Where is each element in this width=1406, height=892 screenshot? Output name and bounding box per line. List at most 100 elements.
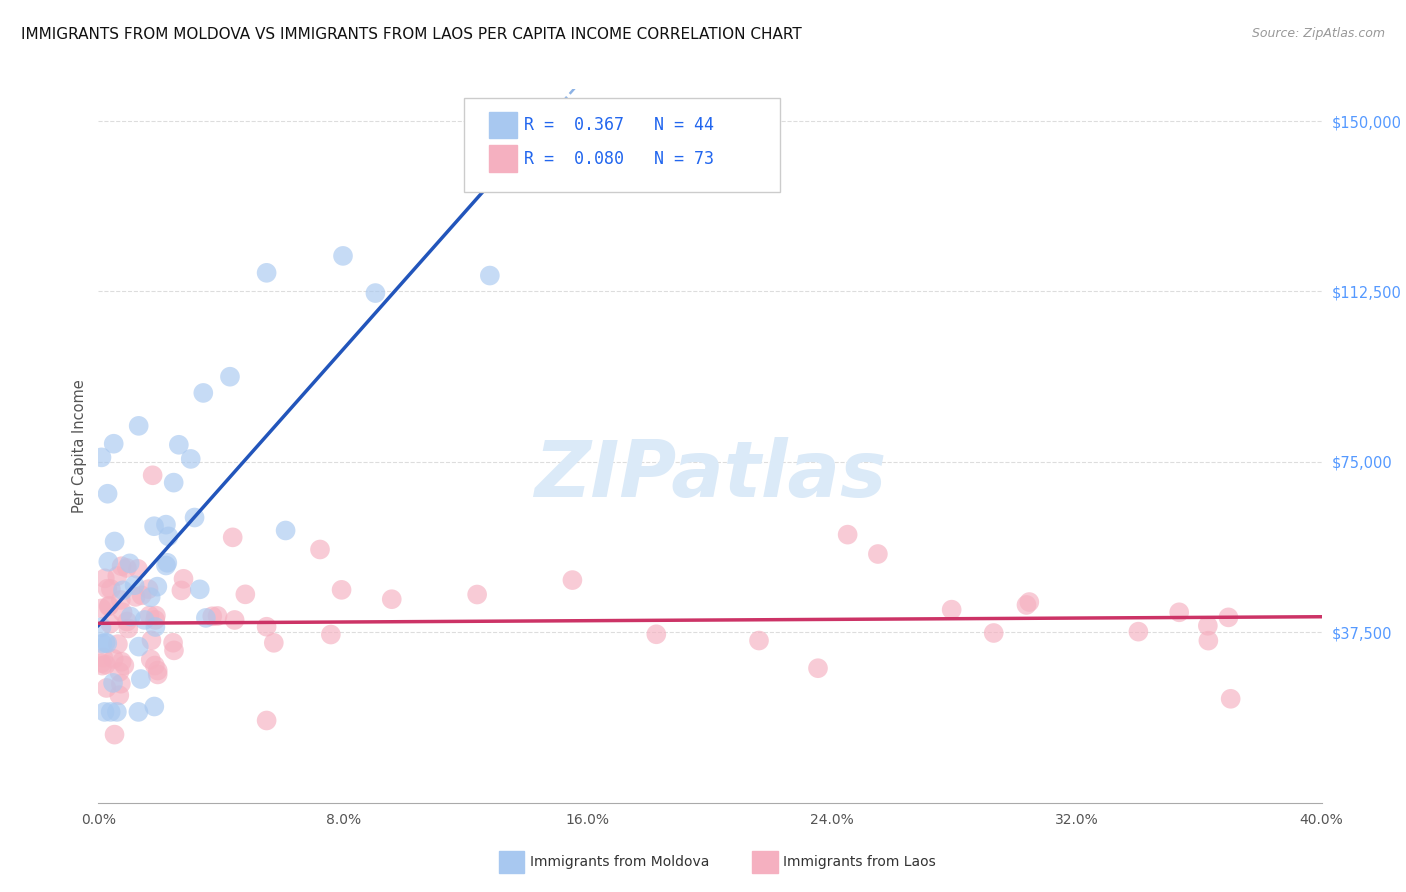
Point — [90, 601, 112, 615]
Point — [91, 658, 114, 673]
Point — [145, 620, 167, 634]
Text: ZIPatlas: ZIPatlas — [534, 436, 886, 513]
Point — [98, 599, 121, 613]
Text: R =  0.367   N = 44: R = 0.367 N = 44 — [524, 116, 714, 134]
Point — [807, 661, 830, 675]
Text: IMMIGRANTS FROM MOLDOVA VS IMMIGRANTS FROM LAOS PER CAPITA INCOME CORRELATION CH: IMMIGRANTS FROM MOLDOVA VS IMMIGRANTS FR… — [21, 27, 801, 42]
Point — [103, 728, 125, 742]
Point — [131, 588, 153, 602]
Point — [97, 555, 120, 569]
Point — [983, 626, 1005, 640]
Point — [163, 475, 186, 490]
Point — [128, 418, 150, 433]
Point — [124, 590, 146, 604]
Point — [129, 672, 152, 686]
Point — [309, 542, 332, 557]
Point — [319, 627, 342, 641]
Point — [104, 534, 127, 549]
Point — [91, 636, 114, 650]
Point — [219, 369, 242, 384]
Point — [108, 665, 131, 679]
Point — [107, 637, 129, 651]
Point — [188, 582, 211, 597]
Point — [105, 705, 128, 719]
Point — [128, 640, 150, 654]
Point — [127, 705, 149, 719]
Point — [183, 510, 205, 524]
Point — [156, 556, 179, 570]
Point — [194, 611, 217, 625]
Point — [108, 688, 131, 702]
Point — [146, 664, 169, 678]
Point — [1219, 691, 1241, 706]
Point — [167, 438, 190, 452]
Point — [561, 573, 583, 587]
Text: Immigrants from Moldova: Immigrants from Moldova — [530, 855, 710, 869]
Point — [866, 547, 889, 561]
Point — [101, 676, 124, 690]
Point — [332, 249, 354, 263]
Point — [96, 636, 118, 650]
Point — [115, 561, 138, 575]
Text: Immigrants from Laos: Immigrants from Laos — [783, 855, 936, 869]
Point — [478, 268, 501, 283]
Point — [155, 558, 177, 573]
Point — [1168, 605, 1191, 619]
Point — [111, 605, 134, 619]
Point — [330, 582, 353, 597]
Point — [163, 643, 186, 657]
Point — [138, 582, 160, 596]
Point — [134, 613, 156, 627]
Point — [91, 650, 114, 665]
Point — [90, 450, 112, 465]
Point — [139, 652, 162, 666]
Point — [90, 620, 112, 634]
Point — [110, 559, 132, 574]
Point — [141, 633, 163, 648]
Point — [94, 657, 117, 672]
Y-axis label: Per Capita Income: Per Capita Income — [72, 379, 87, 513]
Point — [193, 386, 215, 401]
Point — [645, 627, 668, 641]
Point — [110, 593, 132, 607]
Point — [1218, 610, 1240, 624]
Point — [96, 681, 118, 695]
Point — [103, 436, 125, 450]
Text: R =  0.080   N = 73: R = 0.080 N = 73 — [524, 150, 714, 168]
Point — [143, 658, 166, 673]
Point — [201, 609, 224, 624]
Point — [145, 608, 167, 623]
Point — [100, 705, 122, 719]
Point — [111, 583, 134, 598]
Point — [256, 714, 278, 728]
Point — [263, 636, 285, 650]
Point — [94, 571, 117, 585]
Point — [1015, 598, 1038, 612]
Point — [381, 592, 404, 607]
Point — [1197, 633, 1219, 648]
Point — [157, 529, 180, 543]
Point — [93, 705, 115, 719]
Point — [138, 608, 160, 623]
Point — [155, 517, 177, 532]
Point — [1128, 624, 1150, 639]
Point — [127, 562, 149, 576]
Point — [142, 468, 165, 483]
Point — [146, 667, 169, 681]
Point — [465, 588, 488, 602]
Point — [256, 620, 278, 634]
Point — [111, 655, 134, 669]
Point — [146, 580, 169, 594]
Point — [98, 616, 121, 631]
Point — [94, 635, 117, 649]
Point — [837, 527, 859, 541]
Point — [118, 557, 141, 571]
Point — [100, 582, 122, 596]
Point — [1018, 595, 1040, 609]
Point — [105, 569, 128, 583]
Text: Source: ZipAtlas.com: Source: ZipAtlas.com — [1251, 27, 1385, 40]
Point — [143, 519, 166, 533]
Point — [173, 572, 195, 586]
Point — [274, 524, 297, 538]
Point — [97, 599, 120, 614]
